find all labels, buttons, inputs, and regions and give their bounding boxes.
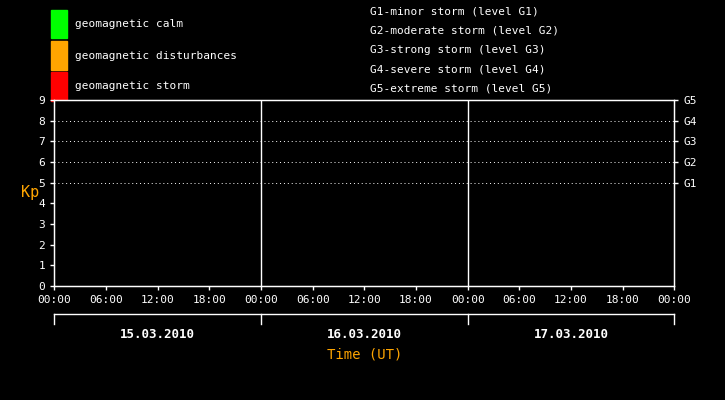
- Text: geomagnetic storm: geomagnetic storm: [75, 81, 190, 91]
- Text: G3-strong storm (level G3): G3-strong storm (level G3): [370, 45, 545, 55]
- Text: G1-minor storm (level G1): G1-minor storm (level G1): [370, 6, 539, 16]
- Text: G5-extreme storm (level G5): G5-extreme storm (level G5): [370, 83, 552, 93]
- Text: 16.03.2010: 16.03.2010: [327, 328, 402, 341]
- Bar: [51, 10, 67, 38]
- Text: Time (UT): Time (UT): [327, 347, 402, 361]
- Text: 15.03.2010: 15.03.2010: [120, 328, 195, 341]
- Bar: [51, 41, 67, 70]
- Y-axis label: Kp: Kp: [21, 186, 39, 200]
- Text: G4-severe storm (level G4): G4-severe storm (level G4): [370, 64, 545, 74]
- Bar: [51, 72, 67, 101]
- Text: 17.03.2010: 17.03.2010: [534, 328, 608, 341]
- Text: geomagnetic disturbances: geomagnetic disturbances: [75, 51, 237, 61]
- Text: geomagnetic calm: geomagnetic calm: [75, 19, 183, 29]
- Text: G2-moderate storm (level G2): G2-moderate storm (level G2): [370, 26, 559, 36]
